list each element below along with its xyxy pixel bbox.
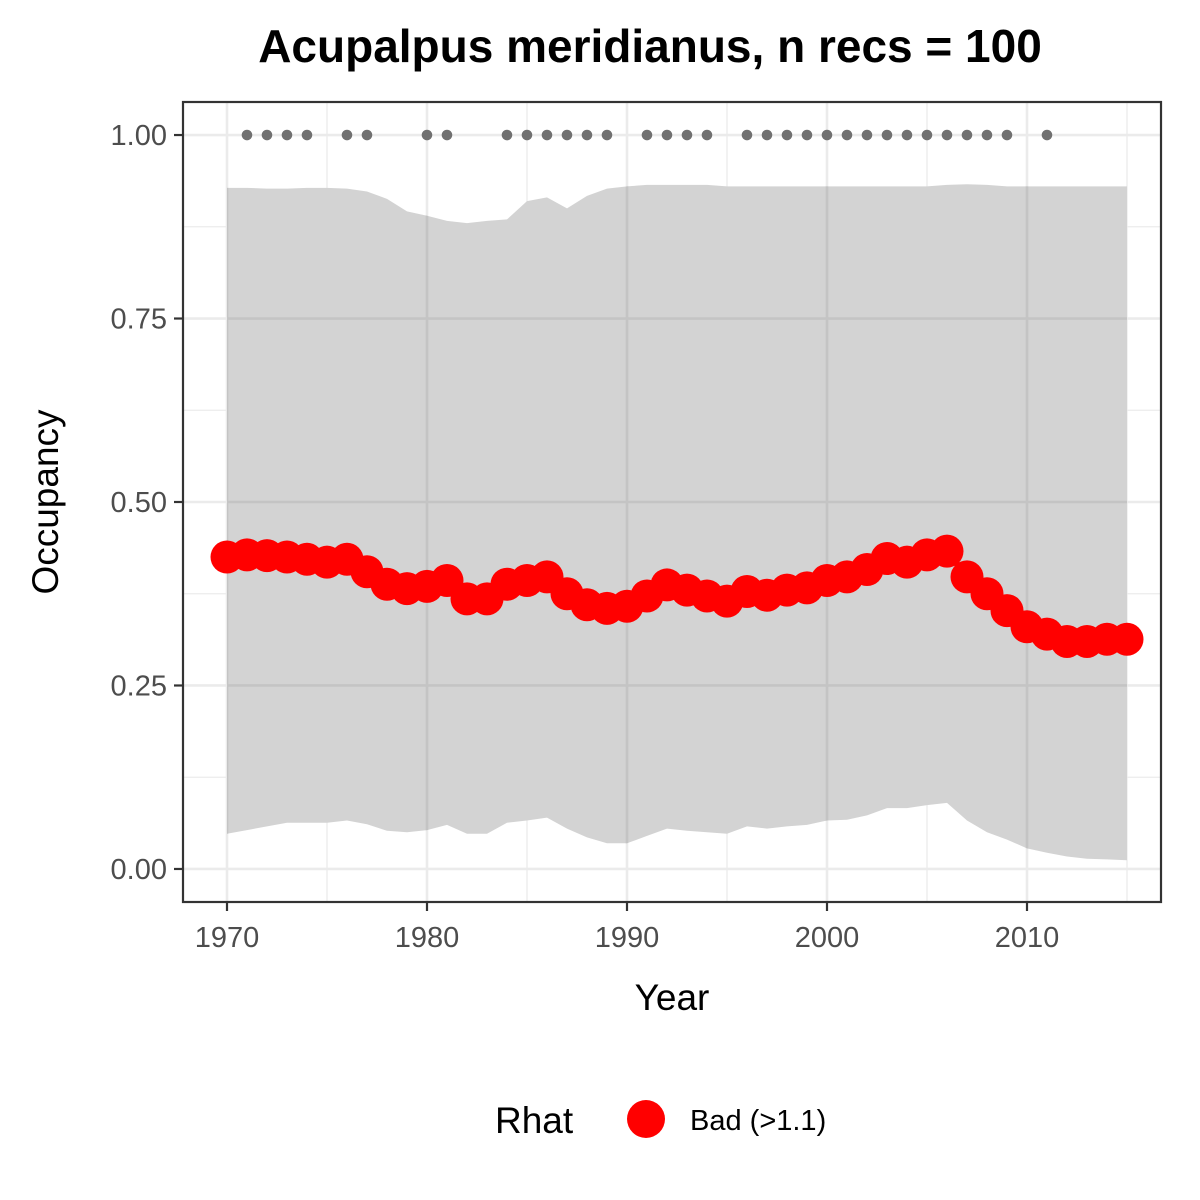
legend-title: Rhat [495,1100,574,1141]
record-point [741,129,753,141]
record-point [341,129,353,141]
x-tick-label: 1990 [595,922,660,954]
record-point [701,129,713,141]
record-point [941,129,953,141]
record-point [241,129,253,141]
record-point [561,129,573,141]
record-point [441,129,453,141]
record-point [881,129,893,141]
occupancy-point [930,534,964,568]
record-point [921,129,933,141]
x-tick-label: 1980 [395,922,460,954]
record-point [661,129,673,141]
x-tick-label: 1970 [195,922,260,954]
chart-title: Acupalpus meridianus, n recs = 100 [258,20,1042,72]
x-axis-title: Year [635,977,710,1018]
occupancy-point [1110,622,1144,656]
record-markers [241,129,1053,141]
record-point [601,129,613,141]
record-point [1001,129,1013,141]
record-point [861,129,873,141]
credible-interval-layer [227,184,1127,861]
record-point [961,129,973,141]
record-point [541,129,553,141]
credible-interval-ribbon [227,184,1127,861]
y-tick-label: 0.75 [111,304,167,336]
record-point [581,129,593,141]
legend: Rhat Bad (>1.1) [495,1100,826,1141]
y-axis: 0.00 0.25 0.50 0.75 1.00 [111,120,183,886]
x-axis: 1970 1980 1990 2000 2010 [195,902,1060,954]
x-tick-label: 2010 [995,922,1060,954]
record-point [981,129,993,141]
y-tick-label: 1.00 [111,120,167,152]
plot-panel [181,100,1163,904]
grid-overlay [227,184,1127,861]
y-tick-label: 0.50 [111,487,167,519]
record-point [821,129,833,141]
record-point [421,129,433,141]
record-point [781,129,793,141]
y-tick-label: 0.00 [111,854,167,886]
record-point [521,129,533,141]
record-point [681,129,693,141]
record-point [801,129,813,141]
record-point [841,129,853,141]
legend-label-bad: Bad (>1.1) [690,1105,826,1137]
y-tick-label: 0.25 [111,670,167,702]
record-point [261,129,273,141]
record-point [301,129,313,141]
record-point [281,129,293,141]
record-point [1041,129,1053,141]
record-point [361,129,373,141]
record-point [641,129,653,141]
record-point [501,129,513,141]
x-tick-label: 2000 [795,922,860,954]
occupancy-series [210,534,1144,658]
record-point [901,129,913,141]
y-axis-title: Occupancy [25,409,66,595]
record-point [761,129,773,141]
legend-key-bad [627,1100,665,1138]
